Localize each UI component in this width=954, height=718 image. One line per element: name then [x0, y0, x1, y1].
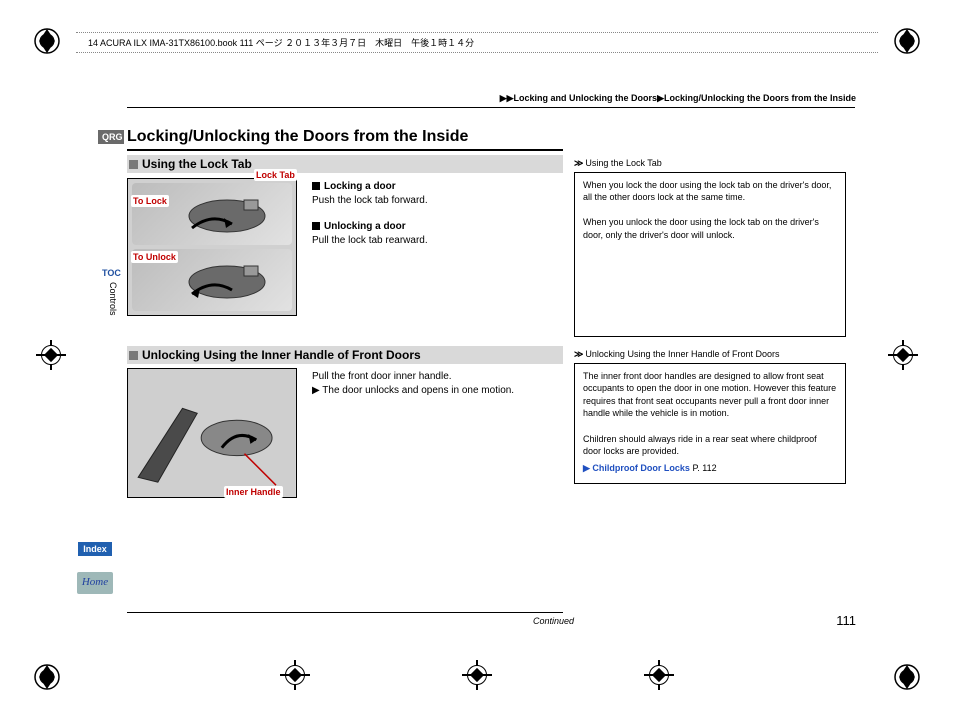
door-panel-2: [128, 369, 296, 497]
sidebar1: ≫Using the Lock Tab When you lock the do…: [574, 155, 846, 337]
section2-body2: The door unlocks and opens in one motion…: [322, 385, 514, 396]
footer-line: [127, 612, 563, 613]
childproof-link-page: P. 112: [692, 463, 716, 473]
page-title: Locking/Unlocking the Doors from the Ins…: [127, 128, 468, 146]
breadcrumb-seg2: Locking/Unlocking the Doors from the Ins…: [664, 93, 856, 103]
door-panel-upper: [132, 183, 292, 245]
label-to-unlock: To Unlock: [131, 251, 178, 263]
section2-body: Pull the front door inner handle. ▶ The …: [312, 370, 562, 398]
controls-label: Controls: [108, 282, 118, 316]
section1-heading-text: Using the Lock Tab: [142, 157, 252, 171]
qrg-tab[interactable]: QRG: [98, 130, 124, 144]
home-icon[interactable]: Home: [77, 572, 113, 594]
breadcrumb-seg1: Locking and Unlocking the Doors: [514, 93, 658, 103]
triangle-icon: ▶: [312, 385, 322, 396]
unlocking-body: Pull the lock tab rearward.: [312, 235, 428, 246]
door-sketch-2: [128, 369, 296, 497]
breadcrumb-arrow-icon: ▶: [657, 93, 664, 103]
header-line-bot: [76, 52, 878, 53]
toc-tab[interactable]: TOC: [98, 266, 124, 280]
section2-heading-text: Unlocking Using the Inner Handle of Fron…: [142, 348, 421, 362]
section-marker-icon: [129, 160, 138, 169]
index-tab[interactable]: Index: [78, 542, 112, 556]
home-label: Home: [82, 576, 108, 588]
bullet-icon: [312, 182, 320, 190]
section2-body1: Pull the front door inner handle.: [312, 371, 452, 382]
sidebar2-box: The inner front door handles are designe…: [574, 364, 846, 484]
header-filepath: 14 ACURA ILX IMA-31TX86100.book 111 ページ …: [88, 36, 474, 49]
sidebar1-box: When you lock the door using the lock ta…: [574, 173, 846, 337]
crosshair-b2: [462, 660, 492, 690]
sidebar1-heading: Using the Lock Tab: [585, 158, 661, 168]
section2-heading: Unlocking Using the Inner Handle of Fron…: [127, 346, 563, 364]
section1-heading: Using the Lock Tab: [127, 155, 563, 173]
regmark-bl: [32, 662, 62, 692]
childproof-link[interactable]: Childproof Door Locks: [592, 463, 690, 473]
crosshair-left: [36, 340, 66, 370]
bullet-icon: [312, 222, 320, 230]
sidebar2-header: ≫Unlocking Using the Inner Handle of Fro…: [574, 346, 846, 364]
sidebar2-p1: The inner front door handles are designe…: [583, 370, 837, 420]
door-sketch-upper: [132, 183, 292, 245]
sidebar1-p1: When you lock the door using the lock ta…: [583, 179, 837, 204]
crosshair-b1: [280, 660, 310, 690]
unlocking-head: Unlocking a door: [324, 221, 406, 232]
locking-block: Locking a door Push the lock tab forward…: [312, 180, 562, 208]
sidebar2-link-row: ▶ Childproof Door Locks P. 112: [583, 462, 837, 475]
header-line-top: [76, 32, 878, 33]
continued-label: Continued: [533, 616, 574, 626]
label-inner-handle: Inner Handle: [224, 486, 283, 498]
title-underline: [127, 149, 563, 151]
regmark-tr: [892, 26, 922, 56]
breadcrumb-underline: [127, 107, 855, 108]
section-marker-icon: [129, 351, 138, 360]
locking-head: Locking a door: [324, 181, 396, 192]
page-number: 111: [836, 613, 856, 628]
sidebar-marker-icon: ≫: [574, 157, 583, 170]
crosshair-b3: [644, 660, 674, 690]
regmark-tl: [32, 26, 62, 56]
figure-inner-handle: [127, 368, 297, 498]
sidebar1-header: ≫Using the Lock Tab: [574, 155, 846, 173]
sidebar2-heading: Unlocking Using the Inner Handle of Fron…: [585, 349, 779, 359]
label-lock-tab: Lock Tab: [254, 169, 297, 181]
sidebar-marker-icon: ≫: [574, 348, 583, 361]
label-to-lock: To Lock: [131, 195, 169, 207]
link-arrow-icon: ▶: [583, 463, 592, 473]
sidebar2-p2: Children should always ride in a rear se…: [583, 433, 837, 458]
locking-body: Push the lock tab forward.: [312, 195, 428, 206]
breadcrumb: ▶▶Locking and Unlocking the Doors▶Lockin…: [500, 93, 856, 104]
sidebar1-p2: When you unlock the door using the lock …: [583, 216, 837, 241]
regmark-br: [892, 662, 922, 692]
unlocking-block: Unlocking a door Pull the lock tab rearw…: [312, 220, 562, 248]
crosshair-right: [888, 340, 918, 370]
breadcrumb-arrow-icon: ▶▶: [500, 93, 514, 103]
sidebar2: ≫Unlocking Using the Inner Handle of Fro…: [574, 346, 846, 484]
